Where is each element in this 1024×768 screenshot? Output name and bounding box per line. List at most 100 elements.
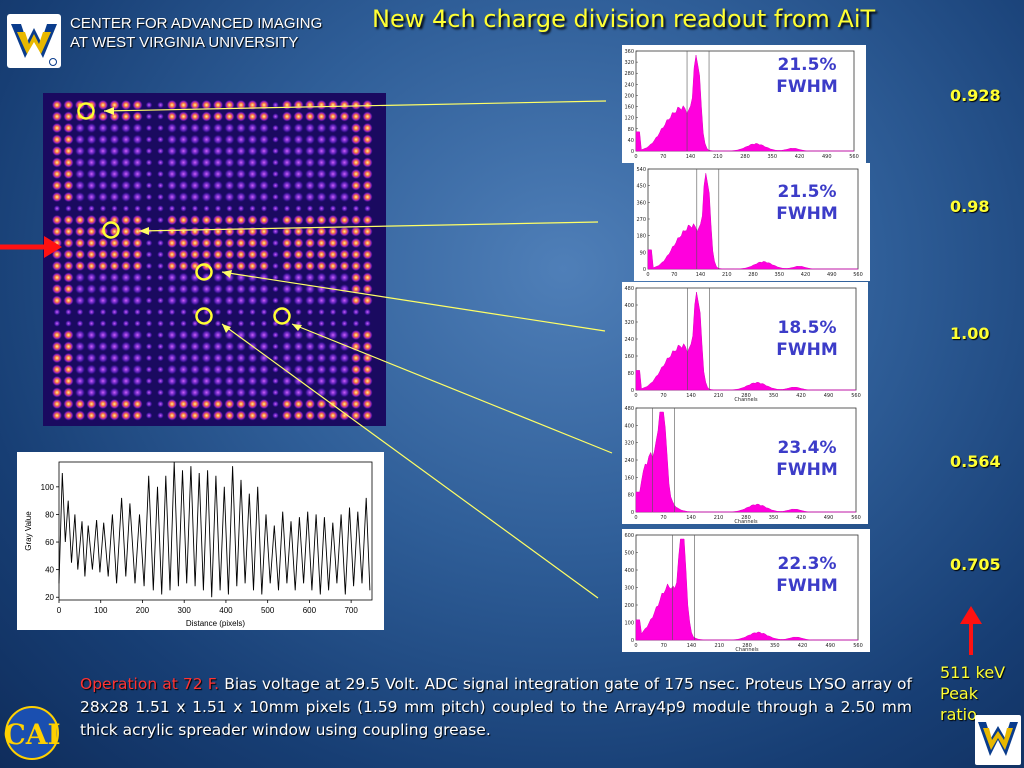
cai-logo: CAI: [3, 706, 61, 760]
svg-text:490: 490: [822, 154, 832, 160]
caption-text: Operation at 72 F. Bias voltage at 29.5 …: [80, 673, 912, 742]
caption-body: Bias voltage at 29.5 Volt. ADC signal in…: [80, 675, 912, 739]
svg-text:0: 0: [631, 388, 634, 394]
svg-text:400: 400: [624, 423, 634, 429]
selection-circle-3: [195, 263, 213, 281]
svg-text:490: 490: [824, 515, 834, 521]
svg-text:0: 0: [646, 272, 649, 278]
svg-text:40: 40: [628, 138, 634, 144]
y-axis-label: Gray Value: [24, 511, 33, 551]
x-tick-label: 100: [94, 606, 108, 615]
svg-text:420: 420: [798, 643, 808, 649]
svg-text:140: 140: [686, 393, 696, 399]
peak-ratio-label: 511 keV Peak ratio: [940, 662, 1005, 725]
svg-text:350: 350: [774, 272, 784, 278]
svg-text:420: 420: [796, 393, 806, 399]
selection-circle-2: [102, 221, 120, 239]
fwhm-label-2: 21.5% FWHM: [767, 181, 847, 225]
fwhm-unit: FWHM: [776, 460, 838, 480]
svg-text:320: 320: [624, 441, 634, 447]
x-tick-label: 600: [303, 606, 317, 615]
histogram-4: 480 400 320 240 160 80 0 0 70 140 210 280 350 420 490 5…: [622, 402, 868, 525]
svg-text:350: 350: [769, 515, 779, 521]
svg-text:560: 560: [851, 393, 861, 399]
plot-frame: [58, 461, 373, 601]
svg-text:350: 350: [770, 643, 780, 649]
svg-text:280: 280: [740, 154, 750, 160]
svg-text:450: 450: [636, 184, 646, 190]
y-tick-label: 40: [45, 566, 54, 575]
svg-text:560: 560: [849, 154, 859, 160]
fwhm-label-4: 23.4% FWHM: [767, 437, 847, 481]
svg-text:0: 0: [631, 510, 634, 516]
fwhm-label-1: 21.5% FWHM: [767, 54, 847, 98]
peak-label-line-2: Peak: [940, 684, 978, 703]
selection-circle-1: [77, 102, 95, 120]
svg-text:200: 200: [624, 93, 634, 99]
cai-logo-text: CAI: [3, 718, 60, 751]
svg-text:160: 160: [624, 354, 634, 360]
svg-text:490: 490: [824, 393, 834, 399]
red-right-arrow-icon: [0, 236, 62, 258]
svg-text:480: 480: [624, 406, 634, 412]
svg-text:320: 320: [624, 60, 634, 66]
svg-text:420: 420: [796, 515, 806, 521]
organization-name: CENTER FOR ADVANCED IMAGING AT WEST VIRG…: [70, 14, 322, 52]
svg-text:80: 80: [628, 371, 634, 377]
fwhm-unit: FWHM: [776, 576, 838, 596]
fwhm-value: 21.5%: [777, 55, 837, 75]
svg-text:280: 280: [741, 393, 751, 399]
svg-text:270: 270: [636, 217, 646, 223]
x-tick-label: 700: [344, 606, 358, 615]
wvu-logo-bottom: [975, 715, 1021, 765]
svg-text:70: 70: [661, 643, 667, 649]
svg-text:0: 0: [634, 393, 637, 399]
svg-text:500: 500: [624, 551, 634, 557]
flood-map-image: [43, 93, 386, 426]
svg-text:280: 280: [748, 272, 758, 278]
svg-text:Channels: Channels: [734, 519, 758, 524]
svg-text:300: 300: [624, 586, 634, 592]
connector-line-1: [103, 100, 607, 112]
gray-value-profile-chart: 20 40 60 80 100 0 100 200 300 400 500 600 700 Distanc…: [17, 452, 384, 630]
svg-text:210: 210: [722, 272, 732, 278]
svg-text:120: 120: [624, 116, 634, 122]
y-tick-label: 60: [45, 538, 54, 547]
svg-text:350: 350: [769, 393, 779, 399]
svg-text:0: 0: [643, 267, 646, 273]
svg-text:90: 90: [640, 250, 646, 256]
org-line-2: AT WEST VIRGINIA UNIVERSITY: [70, 34, 299, 51]
fwhm-unit: FWHM: [776, 340, 838, 360]
svg-text:560: 560: [853, 643, 863, 649]
peak-label-line-1: 511 keV: [940, 663, 1006, 682]
fwhm-value: 23.4%: [777, 438, 837, 458]
svg-text:360: 360: [636, 200, 646, 206]
peak-ratio-3: 1.00: [950, 324, 990, 343]
histogram-5: 600 500 400 300 200 100 0 0 70 140 210 280 350 420 490…: [622, 529, 870, 653]
svg-text:210: 210: [714, 643, 724, 649]
svg-text:0: 0: [634, 154, 637, 160]
x-tick-label: 300: [178, 606, 192, 615]
svg-text:210: 210: [714, 393, 724, 399]
svg-text:210: 210: [713, 154, 723, 160]
svg-text:70: 70: [660, 393, 666, 399]
x-tick-label: 500: [261, 606, 275, 615]
svg-text:540: 540: [636, 167, 646, 173]
connector-line-2: [138, 221, 599, 232]
svg-text:140: 140: [687, 643, 697, 649]
org-line-1: CENTER FOR ADVANCED IMAGING: [70, 15, 323, 32]
svg-text:320: 320: [624, 320, 634, 326]
svg-text:490: 490: [827, 272, 837, 278]
connector-line-4: [291, 323, 613, 454]
svg-text:140: 140: [696, 272, 706, 278]
svg-text:350: 350: [767, 154, 777, 160]
svg-text:480: 480: [624, 286, 634, 292]
svg-text:280: 280: [624, 71, 634, 77]
svg-text:490: 490: [825, 643, 835, 649]
fwhm-label-5: 22.3% FWHM: [767, 553, 847, 597]
fwhm-value: 18.5%: [777, 318, 837, 338]
svg-text:0: 0: [631, 149, 634, 155]
y-tick-label: 100: [41, 483, 55, 492]
profile-series-line: [58, 461, 371, 598]
